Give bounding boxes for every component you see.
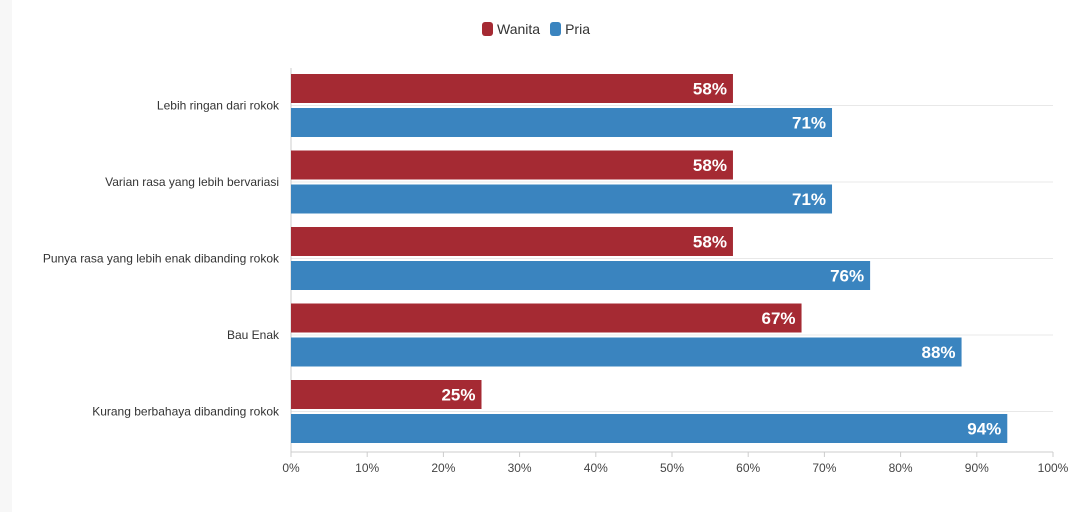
- bar-pria-3[interactable]: [291, 337, 962, 367]
- category-label-4: Kurang berbahaya dibanding rokok: [92, 405, 280, 419]
- legend-label-wanita: Wanita: [497, 21, 541, 37]
- data-label-wanita-0: 58%: [693, 80, 727, 99]
- data-label-pria-1: 71%: [792, 190, 826, 209]
- x-tick-label: 50%: [660, 461, 684, 475]
- bar-pria-2[interactable]: [291, 261, 871, 290]
- x-tick-label: 40%: [584, 461, 608, 475]
- legend-swatch-pria: [550, 22, 562, 36]
- legend: Wanita Pria: [0, 21, 1072, 37]
- data-label-pria-0: 71%: [792, 114, 826, 133]
- bar-wanita-4[interactable]: [291, 380, 482, 409]
- data-label-pria-3: 88%: [922, 343, 956, 362]
- bar-pria-0[interactable]: [291, 108, 833, 137]
- legend-label-pria: Pria: [565, 21, 590, 37]
- bar-wanita-0[interactable]: [291, 74, 733, 103]
- x-tick-label: 90%: [965, 461, 989, 475]
- left-edge-strip: [0, 0, 12, 512]
- data-label-wanita-2: 58%: [693, 233, 727, 252]
- x-tick-label: 100%: [1038, 461, 1069, 475]
- data-label-pria-4: 94%: [967, 420, 1001, 439]
- data-label-pria-2: 76%: [830, 267, 864, 286]
- x-tick-label: 10%: [355, 461, 379, 475]
- category-label-0: Lebih ringan dari rokok: [157, 99, 280, 113]
- legend-item-wanita[interactable]: Wanita: [482, 21, 540, 37]
- legend-swatch-wanita: [482, 22, 494, 36]
- data-label-wanita-1: 58%: [693, 156, 727, 175]
- category-label-3: Bau Enak: [227, 328, 280, 342]
- x-tick-label: 30%: [508, 461, 532, 475]
- bar-pria-4[interactable]: [291, 414, 1008, 443]
- legend-item-pria[interactable]: Pria: [550, 21, 590, 37]
- data-label-wanita-4: 25%: [441, 386, 475, 405]
- data-label-wanita-3: 67%: [762, 309, 796, 328]
- x-tick-label: 60%: [736, 461, 760, 475]
- x-tick-label: 0%: [282, 461, 300, 475]
- x-tick-label: 20%: [431, 461, 455, 475]
- bar-wanita-1[interactable]: [291, 150, 733, 180]
- category-label-2: Punya rasa yang lebih enak dibanding rok…: [43, 252, 280, 266]
- bar-wanita-2[interactable]: [291, 227, 733, 256]
- bar-pria-1[interactable]: [291, 184, 833, 214]
- x-tick-label: 70%: [812, 461, 836, 475]
- category-label-1: Varian rasa yang lebih bervariasi: [105, 175, 279, 189]
- bar-wanita-3[interactable]: [291, 303, 802, 333]
- x-tick-label: 80%: [889, 461, 913, 475]
